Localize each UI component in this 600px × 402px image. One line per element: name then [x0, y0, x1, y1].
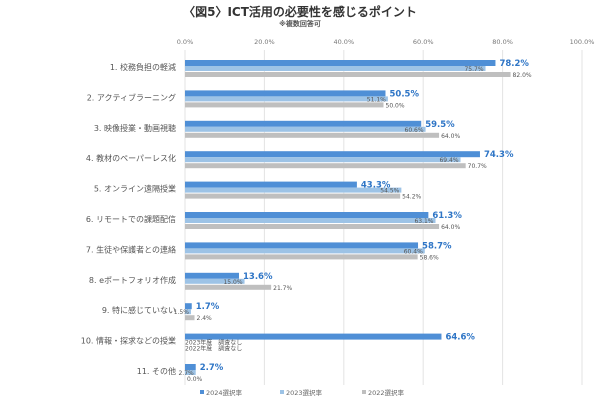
data-label: 0.0%	[187, 376, 203, 383]
x-tick-label: 0.0%	[177, 38, 194, 46]
data-label: 64.6%	[445, 333, 475, 343]
bar-2024選択率	[185, 272, 239, 279]
x-tick-label: 100.0%	[570, 38, 595, 46]
legend-label: 2023選択率	[286, 388, 323, 397]
data-label: 54.5%	[380, 188, 399, 195]
data-label: 60.6%	[405, 127, 424, 134]
bar-2024選択率	[185, 333, 442, 340]
category-label: 8. eポートフォリオ作成	[89, 275, 176, 285]
data-label: 70.7%	[468, 163, 487, 170]
bar-2023選択率	[185, 66, 486, 71]
data-label: 64.0%	[441, 224, 460, 231]
bar-2023選択率	[185, 187, 402, 193]
bar-2024選択率	[185, 303, 192, 310]
data-label: 60.4%	[404, 248, 423, 255]
bar-2024選択率	[185, 90, 386, 97]
data-label: 74.3%	[484, 150, 514, 160]
data-label: 69.4%	[439, 157, 458, 164]
category-label: 11. その他	[137, 366, 176, 376]
legend-label: 2024選択率	[206, 388, 243, 397]
x-tick-label: 40.0%	[333, 38, 354, 46]
data-label: 21.7%	[273, 285, 292, 292]
data-label: 1.7%	[196, 302, 220, 312]
x-tick-label: 80.0%	[492, 38, 513, 46]
data-label: 2.7%	[200, 363, 224, 373]
bar-2022選択率	[185, 102, 384, 108]
bar-2022選択率	[185, 224, 440, 229]
category-label: 4. 教材のペーパーレス化	[86, 153, 176, 163]
bar-2022選択率	[185, 254, 418, 260]
data-label: 1.5%	[174, 309, 190, 316]
bar-2023選択率	[185, 96, 388, 102]
data-label: 61.3%	[432, 211, 462, 221]
bar-2023選択率	[185, 218, 436, 223]
bar-2024選択率	[185, 120, 422, 127]
bar-2024選択率	[185, 242, 419, 249]
data-label: 82.0%	[513, 72, 532, 79]
data-label: 51.1%	[367, 96, 386, 103]
data-label: 58.6%	[420, 254, 439, 261]
data-label: 15.0%	[223, 279, 242, 286]
bar-2022選択率	[185, 315, 195, 321]
data-label: 64.0%	[441, 133, 460, 140]
bar-2024選択率	[185, 181, 357, 188]
bar-2023選択率	[185, 278, 245, 284]
chart-subtitle: ※複数回答可	[279, 20, 321, 28]
bar-2024選択率	[185, 60, 496, 66]
data-label: 50.0%	[386, 102, 405, 109]
data-label: 58.7%	[422, 241, 452, 251]
x-tick-label: 20.0%	[254, 38, 275, 46]
data-label: 2.4%	[197, 315, 213, 322]
legend-swatch	[280, 390, 284, 394]
legend-label: 2022選択率	[368, 388, 405, 397]
category-label: 1. 校務負担の軽減	[110, 62, 176, 72]
bar-2023選択率	[185, 309, 191, 315]
data-label: 59.5%	[425, 120, 455, 130]
bar-2023選択率	[185, 370, 196, 375]
bar-2022選択率	[185, 163, 466, 169]
category-label: 3. 映像授業・動画視聴	[94, 123, 176, 133]
bar-2023選択率	[185, 248, 425, 254]
data-label: 2.7%	[178, 370, 194, 377]
category-label: 9. 特に感じていない	[102, 305, 176, 315]
data-label: 78.2%	[499, 59, 529, 69]
data-label: 63.1%	[414, 218, 433, 225]
bar-2022選択率	[185, 284, 272, 290]
data-label: 43.3%	[361, 181, 391, 191]
category-label: 6. リモートでの課題配信	[86, 214, 176, 224]
bar-2024選択率	[185, 364, 196, 370]
data-label: 13.6%	[243, 272, 273, 282]
bar-2022選択率	[185, 193, 401, 199]
legend-swatch	[200, 390, 204, 394]
category-label: 10. 情報・探求などの授業	[81, 336, 176, 346]
no-data-annotation: 2022年度 調査なし	[185, 345, 242, 353]
category-label: 2. アクティブラーニング	[87, 92, 176, 102]
bar-2024選択率	[185, 212, 429, 218]
x-tick-label: 60.0%	[413, 38, 434, 46]
bar-2023選択率	[185, 126, 426, 132]
chart-title: 〈図5〉ICT活用の必要性を感じるポイント	[183, 5, 417, 19]
bar-2024選択率	[185, 151, 480, 158]
category-label: 5. オンライン遠隔授業	[94, 184, 176, 194]
legend-swatch	[362, 390, 366, 394]
bar-2022選択率	[185, 132, 440, 138]
data-label: 50.5%	[389, 89, 419, 99]
category-label: 7. 生徒や保護者との連絡	[86, 244, 176, 254]
bar-2022選択率	[185, 72, 511, 77]
bar-2023選択率	[185, 157, 461, 163]
data-label: 75.7%	[464, 66, 483, 73]
data-label: 54.2%	[402, 194, 421, 201]
no-data-annotation: 2023年度 調査なし	[185, 339, 242, 347]
